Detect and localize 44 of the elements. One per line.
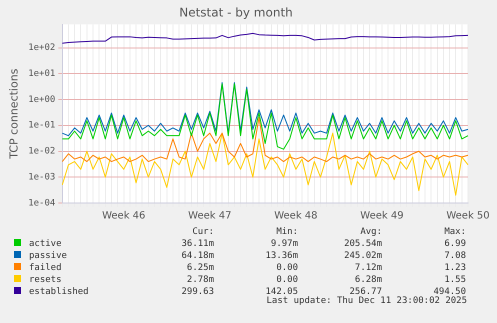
chart-title: Netstat - by month xyxy=(179,5,293,20)
y-axis-title: TCP connections xyxy=(7,68,20,160)
text: 1.23 xyxy=(443,262,466,274)
x-tick-label: Week 48 xyxy=(274,210,318,222)
text: 13.36m xyxy=(264,250,298,262)
text: 7.12m xyxy=(354,262,382,274)
text: Max: xyxy=(443,226,466,238)
legend-label: failed xyxy=(28,262,63,274)
text: 36.11m xyxy=(180,238,214,250)
legend-label: resets xyxy=(28,274,63,286)
text: 494.50 xyxy=(433,286,466,297)
text: 6.28m xyxy=(354,274,382,286)
text: 9.97m xyxy=(270,238,298,250)
text: 0.00 xyxy=(275,274,298,286)
x-tick-label: Week 46 xyxy=(102,210,146,222)
text: 0.00 xyxy=(275,262,298,274)
text: 299.63 xyxy=(180,286,214,298)
x-tick-label: Week 47 xyxy=(188,210,232,222)
text: 245.02m xyxy=(343,250,382,262)
text: Last update: Thu Dec 11 23:00:02 2025 xyxy=(266,296,467,306)
x-tick-label: Week 50 xyxy=(446,210,490,222)
text: 7.08 xyxy=(443,250,466,262)
legend-label: active xyxy=(28,238,63,250)
text: 205.54m xyxy=(343,238,382,250)
text: 6.25m xyxy=(186,262,214,274)
text: 64.18m xyxy=(180,250,214,262)
y-tick-label: 1e-04 xyxy=(28,198,56,208)
text: Avg: xyxy=(359,226,382,238)
y-tick-label: 1e+02 xyxy=(28,43,56,54)
legend-label: established xyxy=(28,286,90,298)
text: 6.99 xyxy=(443,238,466,250)
text: 142.05 xyxy=(264,286,298,297)
x-tick-label: Week 49 xyxy=(360,210,404,222)
y-tick-label: 1e-03 xyxy=(28,172,56,182)
text: 1.55 xyxy=(443,274,466,286)
y-tick-label: 1e+00 xyxy=(28,94,56,105)
text: 2.78m xyxy=(186,274,214,286)
text: Min: xyxy=(275,226,298,238)
text: Cur: xyxy=(191,226,214,238)
y-tick-label: 1e-02 xyxy=(28,146,56,157)
y-tick-label: 1e+01 xyxy=(28,68,56,79)
text: 256.77 xyxy=(349,286,382,297)
y-tick-label: 1e-01 xyxy=(28,120,56,131)
legend-label: passive xyxy=(28,250,68,262)
